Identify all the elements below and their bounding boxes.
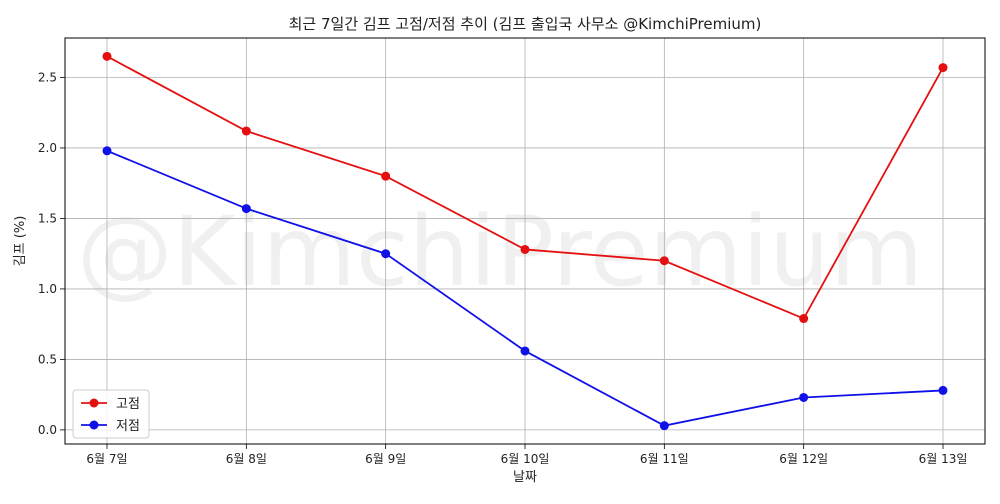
data-point [241, 126, 251, 136]
data-point [102, 146, 112, 156]
x-tick-label: 6월 13일 [919, 452, 968, 466]
data-point [381, 171, 391, 181]
data-point [659, 256, 669, 266]
data-point [381, 249, 391, 259]
data-point [799, 314, 809, 324]
y-tick-label: 2.0 [38, 141, 57, 155]
data-point [659, 421, 669, 431]
x-axis-label: 날짜 [513, 470, 537, 485]
x-tick-label: 6월 9일 [365, 452, 406, 466]
y-tick-label: 2.5 [38, 70, 57, 84]
data-point [520, 346, 530, 356]
data-point [799, 392, 809, 402]
data-point [938, 385, 948, 395]
y-tick-label: 0.5 [38, 352, 57, 366]
legend-label: 저점 [116, 419, 140, 434]
grid-layer [65, 38, 985, 444]
chart-title: 최근 7일간 김프 고점/저점 추이 (김프 출입국 사무소 @KimchiPr… [289, 15, 762, 33]
data-point [938, 63, 948, 73]
plot-frame [64, 37, 986, 445]
legend-marker [89, 420, 99, 430]
x-tick-label: 6월 8일 [226, 452, 267, 466]
y-axis-label: 김프 (%) [13, 216, 28, 267]
x-tick-label: 6월 7일 [86, 452, 127, 466]
data-point [102, 51, 112, 61]
watermark-text: @KimchiPremium [77, 196, 924, 308]
x-tick-label: 6월 11일 [640, 452, 689, 466]
y-tick-label: 1.5 [38, 211, 57, 225]
x-tick-label: 6월 12일 [779, 452, 828, 466]
x-tick-label: 6월 10일 [501, 452, 550, 466]
series-layer [102, 51, 948, 431]
data-point [520, 244, 530, 254]
axes-layer: 6월 7일 6월 8일 6월 9일 6월 10일 6월 11일 6월 12일 6월 13일 0… [38, 70, 968, 466]
y-tick-label: 0.0 [38, 423, 57, 437]
y-tick-label: 1.0 [38, 282, 57, 296]
legend-marker [89, 398, 99, 408]
legend-label: 고점 [116, 397, 140, 412]
data-point [241, 204, 251, 214]
